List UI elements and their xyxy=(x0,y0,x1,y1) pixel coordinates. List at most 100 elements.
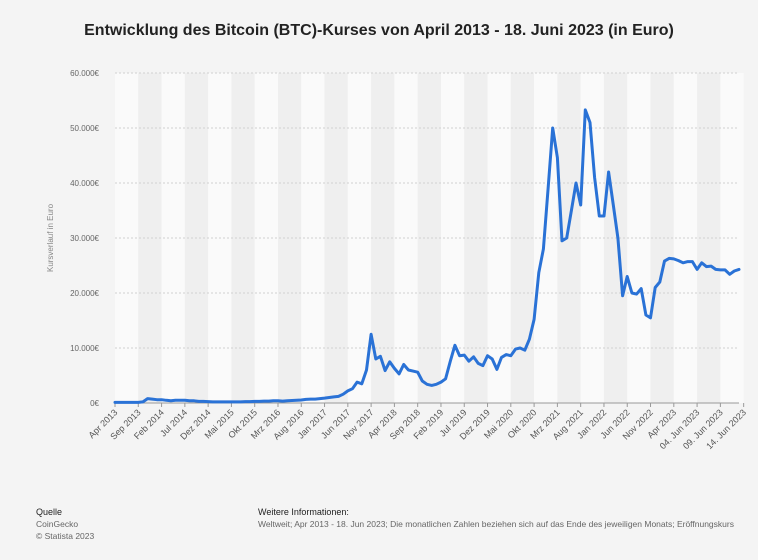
data-point xyxy=(226,401,228,403)
data-point xyxy=(598,215,600,217)
data-point xyxy=(626,275,628,277)
data-point xyxy=(584,109,586,111)
plot-band xyxy=(161,73,185,403)
data-point xyxy=(193,400,195,402)
data-point xyxy=(221,401,223,403)
data-point xyxy=(649,317,651,319)
data-point xyxy=(547,187,549,189)
data-point xyxy=(477,362,479,364)
data-point xyxy=(375,358,377,360)
data-point xyxy=(412,370,414,372)
data-point xyxy=(286,400,288,402)
data-point xyxy=(715,268,717,270)
y-tick-label: 60.000€ xyxy=(70,69,99,78)
data-point xyxy=(510,355,512,357)
data-point xyxy=(323,397,325,399)
data-point xyxy=(663,260,665,262)
data-point xyxy=(640,287,642,289)
data-point xyxy=(542,248,544,250)
data-point xyxy=(249,400,251,402)
chart-title: Entwicklung des Bitcoin (BTC)-Kurses von… xyxy=(84,22,674,39)
data-point xyxy=(361,383,363,385)
data-point xyxy=(365,369,367,371)
plot-band xyxy=(138,73,162,403)
data-point xyxy=(621,295,623,297)
y-axis-title: Kursverlauf in Euro xyxy=(46,203,55,272)
data-point xyxy=(579,204,581,206)
data-point xyxy=(212,401,214,403)
data-point xyxy=(132,401,134,403)
data-point xyxy=(631,292,633,294)
data-point xyxy=(463,354,465,356)
data-point xyxy=(482,364,484,366)
info-block: Weitere Informationen: Weltweit; Apr 201… xyxy=(258,506,758,530)
data-point xyxy=(305,398,307,400)
data-point xyxy=(240,401,242,403)
data-point xyxy=(687,260,689,262)
data-point xyxy=(319,397,321,399)
data-point xyxy=(370,333,372,335)
plot-band xyxy=(650,73,674,403)
data-point xyxy=(188,400,190,402)
data-point xyxy=(538,271,540,273)
plot-band xyxy=(277,73,302,403)
data-point xyxy=(607,171,609,173)
data-point xyxy=(491,358,493,360)
data-point xyxy=(682,262,684,264)
data-point xyxy=(710,265,712,267)
data-point xyxy=(724,269,726,271)
y-tick-label: 30.000€ xyxy=(70,234,99,243)
plot-band xyxy=(673,73,698,403)
data-point xyxy=(407,369,409,371)
data-point xyxy=(351,388,353,390)
data-point xyxy=(440,381,442,383)
plot-band xyxy=(254,73,278,403)
data-point xyxy=(272,400,274,402)
plot-band xyxy=(417,73,441,403)
data-point xyxy=(263,400,265,402)
data-point xyxy=(552,127,554,129)
data-point xyxy=(300,399,302,401)
data-point xyxy=(603,215,605,217)
data-point xyxy=(342,393,344,395)
data-point xyxy=(696,268,698,270)
data-point xyxy=(505,353,507,355)
data-point xyxy=(449,360,451,362)
info-heading: Weitere Informationen: xyxy=(258,507,349,517)
data-point xyxy=(295,399,297,401)
data-point xyxy=(416,371,418,373)
data-point xyxy=(267,400,269,402)
data-point xyxy=(496,368,498,370)
plot-band xyxy=(115,73,139,403)
plot-band xyxy=(394,73,418,403)
data-point xyxy=(472,356,474,358)
data-point xyxy=(533,318,535,320)
source-name: CoinGecko xyxy=(36,519,79,529)
data-point xyxy=(635,293,637,295)
data-point xyxy=(309,398,311,400)
data-point xyxy=(514,348,516,350)
data-point xyxy=(277,400,279,402)
data-point xyxy=(500,356,502,358)
data-point xyxy=(738,268,740,270)
data-point xyxy=(435,383,437,385)
data-point xyxy=(677,259,679,261)
data-point xyxy=(198,400,200,402)
y-tick-label: 10.000€ xyxy=(70,344,99,353)
data-point xyxy=(202,400,204,402)
data-point xyxy=(244,400,246,402)
data-point xyxy=(617,237,619,239)
data-point xyxy=(524,349,526,351)
data-point xyxy=(673,258,675,260)
data-point xyxy=(705,265,707,267)
data-point xyxy=(589,121,591,123)
data-point xyxy=(174,399,176,401)
source-heading: Quelle xyxy=(36,507,63,517)
data-point xyxy=(458,355,460,357)
data-point xyxy=(216,401,218,403)
data-point xyxy=(566,237,568,239)
data-point xyxy=(128,401,130,403)
data-point xyxy=(230,401,232,403)
data-point xyxy=(454,344,456,346)
data-point xyxy=(165,399,167,401)
